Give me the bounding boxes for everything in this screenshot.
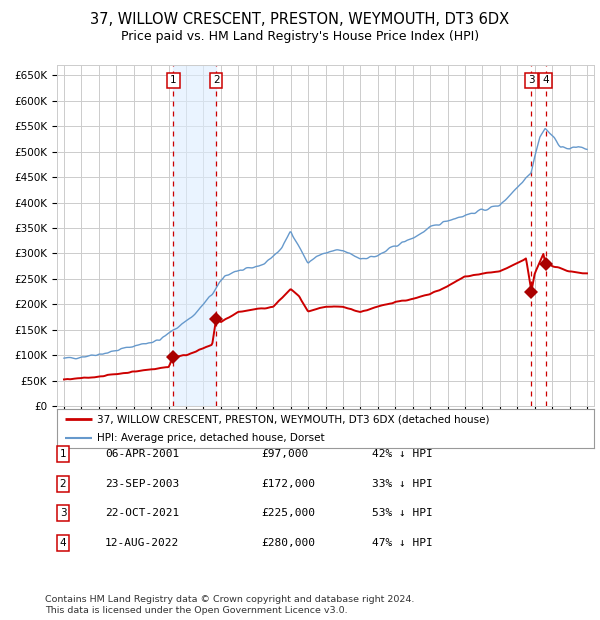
Text: 33% ↓ HPI: 33% ↓ HPI: [372, 479, 433, 489]
Text: 1: 1: [170, 76, 176, 86]
Text: 2: 2: [59, 479, 67, 489]
Text: 37, WILLOW CRESCENT, PRESTON, WEYMOUTH, DT3 6DX (detached house): 37, WILLOW CRESCENT, PRESTON, WEYMOUTH, …: [97, 414, 490, 424]
Text: 37, WILLOW CRESCENT, PRESTON, WEYMOUTH, DT3 6DX: 37, WILLOW CRESCENT, PRESTON, WEYMOUTH, …: [91, 12, 509, 27]
Text: 06-APR-2001: 06-APR-2001: [105, 449, 179, 459]
Text: HPI: Average price, detached house, Dorset: HPI: Average price, detached house, Dors…: [97, 433, 325, 443]
Text: 3: 3: [59, 508, 67, 518]
Text: 1: 1: [59, 449, 67, 459]
Text: 22-OCT-2021: 22-OCT-2021: [105, 508, 179, 518]
Bar: [173, 65, 216, 406]
Text: £172,000: £172,000: [261, 479, 315, 489]
Text: 42% ↓ HPI: 42% ↓ HPI: [372, 449, 433, 459]
Text: This data is licensed under the Open Government Licence v3.0.: This data is licensed under the Open Gov…: [45, 606, 347, 615]
Text: 4: 4: [59, 538, 67, 548]
Text: £97,000: £97,000: [261, 449, 308, 459]
Text: 2: 2: [213, 76, 220, 86]
Text: 4: 4: [542, 76, 549, 86]
Text: Price paid vs. HM Land Registry's House Price Index (HPI): Price paid vs. HM Land Registry's House …: [121, 30, 479, 43]
Text: Contains HM Land Registry data © Crown copyright and database right 2024.: Contains HM Land Registry data © Crown c…: [45, 595, 415, 604]
Text: 53% ↓ HPI: 53% ↓ HPI: [372, 508, 433, 518]
Text: £280,000: £280,000: [261, 538, 315, 548]
Text: 23-SEP-2003: 23-SEP-2003: [105, 479, 179, 489]
Text: £225,000: £225,000: [261, 508, 315, 518]
Text: 3: 3: [528, 76, 535, 86]
Text: 47% ↓ HPI: 47% ↓ HPI: [372, 538, 433, 548]
Text: 12-AUG-2022: 12-AUG-2022: [105, 538, 179, 548]
